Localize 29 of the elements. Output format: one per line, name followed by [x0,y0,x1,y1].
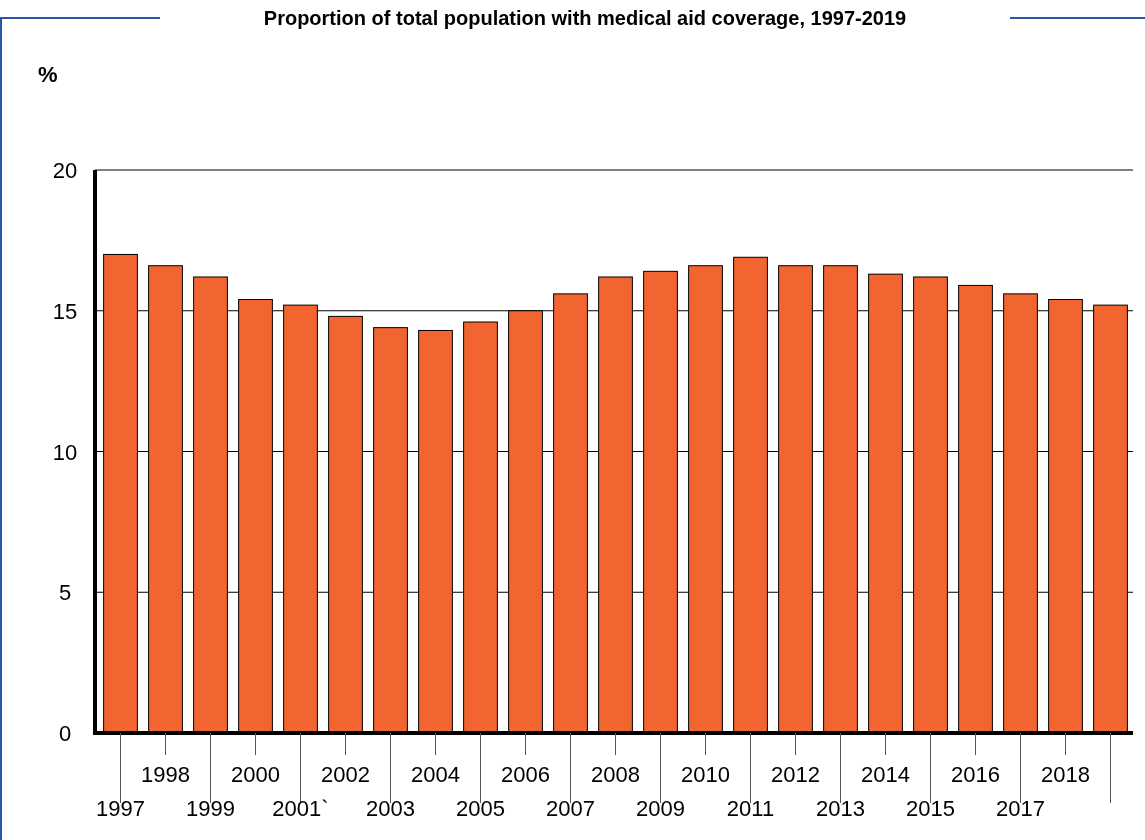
x-tick-label: 2008 [591,762,640,787]
x-tick-label: 2000 [231,762,280,787]
x-tick-label: 2005 [456,796,505,821]
x-tick-label: 1999 [186,796,235,821]
x-tick-label: 2003 [366,796,415,821]
y-tick-label: 20 [52,158,78,183]
x-tick-label: 2009 [636,796,685,821]
x-tick-label: 2006 [501,762,550,787]
x-tick-label: 2002 [321,762,370,787]
x-tick-label: 2007 [546,796,595,821]
x-tick-label: 2015 [906,796,955,821]
y-tick-label: 15 [52,298,78,324]
x-tick-label: 2010 [681,762,730,787]
x-tick-label: 2001` [272,796,329,821]
x-tick-label: 1998 [141,762,190,787]
x-tick-label: 1997 [96,796,145,821]
y-axis-title: % [38,62,58,87]
x-tick-label: 2018 [1041,762,1090,787]
chart-title: Proportion of total population with medical aid coverage, 1997-2019 [263,7,907,29]
y-tick-label: 0 [58,721,72,746]
x-tick-label: 2004 [411,762,460,787]
x-tick-label: 2014 [861,762,910,787]
x-tick-label: 2017 [996,796,1045,821]
y-tick-label: 5 [58,580,72,606]
x-tick-label: 2013 [816,796,865,821]
x-tick-label: 2011 [726,796,775,821]
y-tick-label: 10 [52,439,78,465]
x-tick-label: 2016 [951,762,1000,787]
x-tick-label: 2012 [771,762,820,787]
